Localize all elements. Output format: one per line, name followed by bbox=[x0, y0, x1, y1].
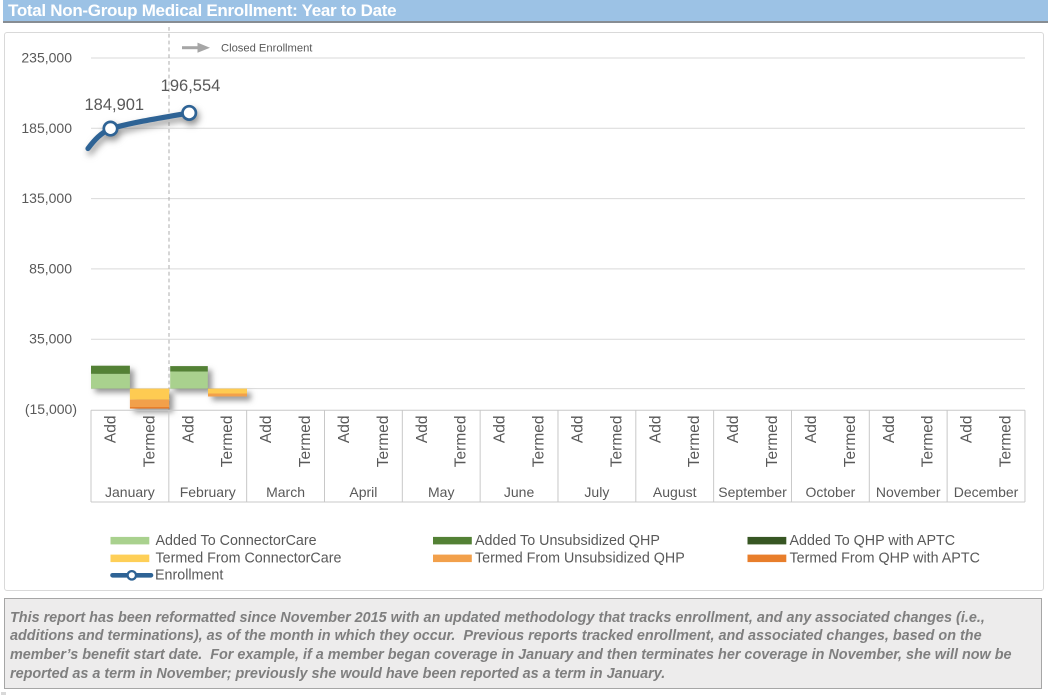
svg-text:Added To QHP with APTC: Added To QHP with APTC bbox=[790, 533, 956, 549]
svg-text:Add: Add bbox=[180, 416, 197, 444]
svg-text:October: October bbox=[805, 484, 855, 500]
svg-text:April: April bbox=[349, 484, 377, 500]
svg-text:135,000: 135,000 bbox=[21, 190, 72, 206]
svg-text:September: September bbox=[718, 484, 787, 500]
svg-text:Add: Add bbox=[803, 416, 820, 444]
svg-text:Add: Add bbox=[881, 416, 898, 444]
svg-text:185,000: 185,000 bbox=[21, 120, 72, 136]
svg-text:Add: Add bbox=[492, 416, 509, 444]
svg-text:Termed: Termed bbox=[297, 416, 314, 468]
svg-text:Termed: Termed bbox=[998, 416, 1015, 468]
svg-text:184,901: 184,901 bbox=[84, 96, 144, 114]
svg-text:Termed: Termed bbox=[686, 416, 703, 468]
svg-text:Termed From ConnectorCare: Termed From ConnectorCare bbox=[156, 551, 342, 567]
svg-text:Termed: Termed bbox=[375, 416, 392, 468]
svg-text:235,000: 235,000 bbox=[21, 50, 72, 66]
svg-text:June: June bbox=[504, 484, 535, 500]
svg-text:January: January bbox=[105, 484, 155, 500]
svg-text:Termed: Termed bbox=[764, 416, 781, 468]
svg-text:November: November bbox=[876, 484, 941, 500]
svg-text:July: July bbox=[584, 484, 609, 500]
svg-text:Add: Add bbox=[258, 416, 275, 444]
svg-text:Added To Unsubsidized QHP: Added To Unsubsidized QHP bbox=[475, 533, 660, 549]
svg-text:Added To ConnectorCare: Added To ConnectorCare bbox=[156, 533, 317, 549]
svg-text:Add: Add bbox=[103, 416, 120, 444]
svg-text:Termed: Termed bbox=[608, 416, 625, 468]
svg-text:Add: Add bbox=[414, 416, 431, 444]
svg-text:May: May bbox=[428, 484, 454, 500]
svg-text:Closed Enrollment: Closed Enrollment bbox=[221, 43, 313, 55]
svg-text:February: February bbox=[180, 484, 236, 500]
svg-text:December: December bbox=[954, 484, 1019, 500]
svg-text:Termed: Termed bbox=[141, 416, 158, 468]
svg-text:Termed From QHP with APTC: Termed From QHP with APTC bbox=[790, 551, 980, 567]
svg-text:Add: Add bbox=[569, 416, 586, 444]
svg-text:(15,000): (15,000) bbox=[25, 401, 77, 417]
svg-text:Termed: Termed bbox=[920, 416, 937, 468]
svg-text:March: March bbox=[266, 484, 305, 500]
svg-text:Termed From Unsubsidized QHP: Termed From Unsubsidized QHP bbox=[475, 551, 685, 567]
svg-text:Termed: Termed bbox=[219, 416, 236, 468]
svg-text:35,000: 35,000 bbox=[29, 331, 72, 347]
svg-text:Add: Add bbox=[647, 416, 664, 444]
svg-text:85,000: 85,000 bbox=[29, 260, 72, 276]
svg-text:Termed: Termed bbox=[842, 416, 859, 468]
svg-text:196,554: 196,554 bbox=[161, 77, 221, 95]
svg-text:Add: Add bbox=[336, 416, 353, 444]
svg-text:Enrollment: Enrollment bbox=[155, 568, 223, 584]
svg-text:Add: Add bbox=[725, 416, 742, 444]
svg-text:August: August bbox=[653, 484, 697, 500]
svg-text:Termed: Termed bbox=[531, 416, 548, 468]
svg-text:Termed: Termed bbox=[453, 415, 470, 467]
svg-text:Add: Add bbox=[959, 416, 976, 444]
